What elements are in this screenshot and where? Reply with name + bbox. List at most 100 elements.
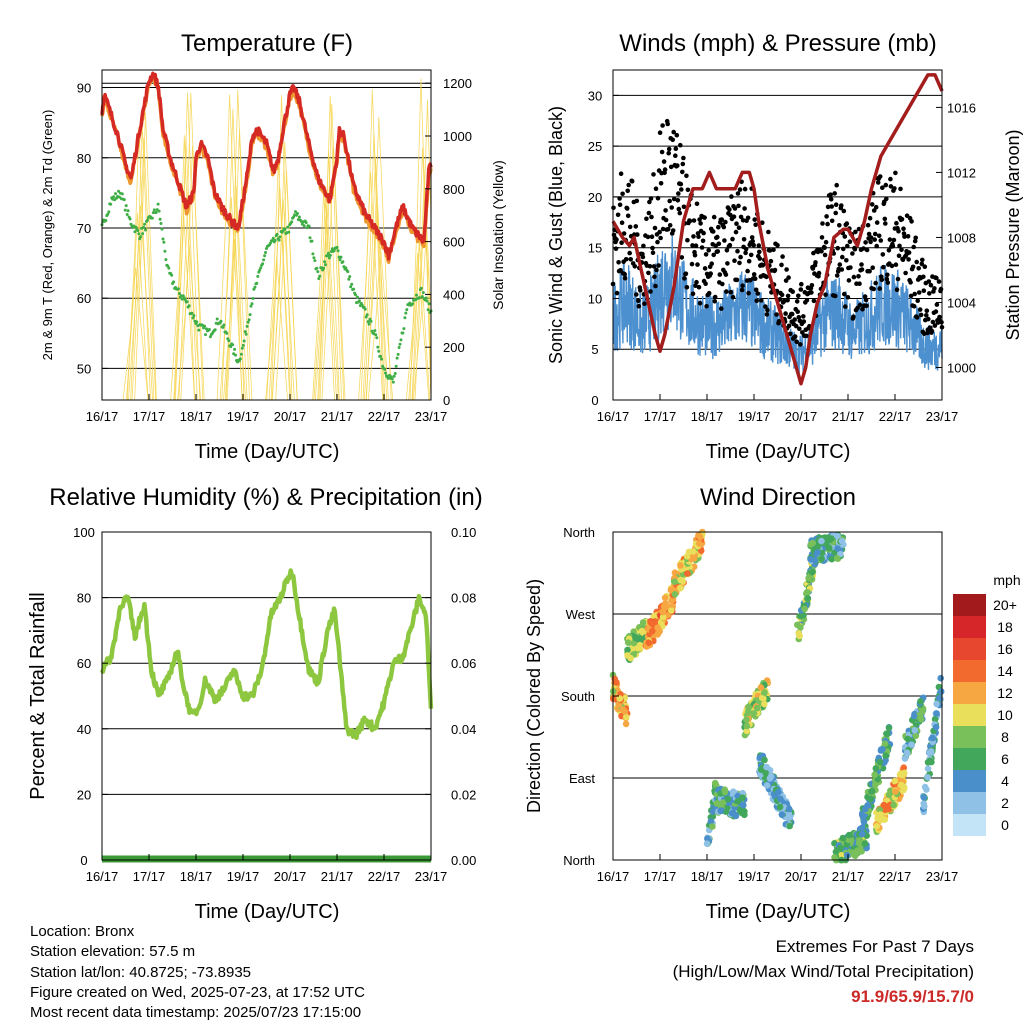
gust-point xyxy=(624,206,630,211)
temperature-ytick-label: 50 xyxy=(77,361,91,376)
gust-point xyxy=(746,258,752,264)
gust-point xyxy=(731,214,737,219)
direction-point xyxy=(734,798,741,805)
solar-insolation-line xyxy=(225,89,250,401)
gust-point xyxy=(896,228,901,234)
solar-insolation-line xyxy=(366,116,392,401)
gust-point xyxy=(919,261,925,267)
dewpoint-point xyxy=(264,251,267,254)
dewpoint-point xyxy=(335,245,339,249)
gust-point xyxy=(633,224,639,229)
gust-point xyxy=(710,229,716,234)
winds-title: Winds (mph) & Pressure (mb) xyxy=(619,30,936,57)
direction-point xyxy=(707,818,715,825)
dewpoint-point xyxy=(366,320,370,324)
dewpoint-point xyxy=(244,332,248,336)
humidity-ytick-label: 20 xyxy=(77,787,91,802)
dewpoint-point xyxy=(426,308,430,312)
dewpoint-point xyxy=(157,209,161,213)
dewpoint-point xyxy=(213,328,217,332)
gust-point xyxy=(899,247,904,253)
gust-point xyxy=(756,243,762,248)
gust-point xyxy=(702,266,708,271)
dewpoint-point xyxy=(156,202,160,206)
dewpoint-point xyxy=(281,229,285,233)
direction-point xyxy=(696,540,703,547)
gust-point xyxy=(801,314,806,319)
colorbar-swatch xyxy=(953,792,986,814)
dewpoint-point xyxy=(107,210,111,214)
dewpoint-point xyxy=(170,273,174,277)
gust-point xyxy=(749,235,755,240)
dewpoint-point xyxy=(261,262,265,266)
humidity-ytick-label: 60 xyxy=(77,656,91,671)
direction-panel: Wind Direction 16/17 17/17 18/17 19/17 20/17… xyxy=(524,484,1021,923)
direction-point xyxy=(864,802,871,809)
dewpoint-point xyxy=(163,249,167,253)
dewpoint-point xyxy=(245,324,249,328)
gust-point xyxy=(622,275,628,281)
dewpoint-point xyxy=(374,333,378,337)
direction-ytick-label: West xyxy=(566,607,596,622)
solar-insolation-line xyxy=(131,137,157,401)
gust-point xyxy=(763,304,768,309)
dewpoint-point xyxy=(106,212,110,216)
direction-point xyxy=(867,795,874,803)
pressure-ytick-label: 1008 xyxy=(947,230,976,245)
dewpoint-point xyxy=(327,256,331,260)
gust-point xyxy=(924,313,929,318)
gust-point xyxy=(873,204,879,210)
direction-point xyxy=(721,786,728,793)
direction-point xyxy=(696,533,704,541)
direction-point xyxy=(777,795,784,803)
dewpoint-point xyxy=(364,315,368,319)
gust-point xyxy=(732,258,737,264)
gust-point xyxy=(702,215,707,220)
colorbar-label: 4 xyxy=(1001,773,1009,789)
dewpoint-point xyxy=(313,259,317,263)
gust-point xyxy=(640,254,646,260)
gust-point xyxy=(777,297,783,302)
gust-point xyxy=(696,234,701,239)
gust-point xyxy=(884,196,889,202)
direction-point xyxy=(728,810,736,817)
gust-point xyxy=(679,255,685,260)
gust-point xyxy=(703,252,709,257)
dewpoint-point xyxy=(262,258,266,262)
winds-xtick-label: 18/17 xyxy=(691,409,724,424)
gust-point xyxy=(872,231,878,237)
dewpoint-point xyxy=(152,208,156,212)
gust-point xyxy=(888,176,893,182)
gust-point xyxy=(891,237,897,243)
gust-point xyxy=(681,204,687,210)
gust-point xyxy=(693,283,698,289)
gust-point xyxy=(863,240,868,245)
gust-point xyxy=(715,234,720,240)
gust-point xyxy=(824,214,829,219)
gust-point xyxy=(655,239,660,245)
dewpoint-point xyxy=(219,319,223,323)
gust-point xyxy=(699,245,705,250)
direction-point xyxy=(624,646,631,654)
dewpoint-point xyxy=(404,311,408,315)
elevation-text: Station elevation: 57.5 m xyxy=(30,943,196,961)
gust-point xyxy=(927,291,932,296)
gust-point xyxy=(926,279,932,284)
gust-point xyxy=(695,262,700,267)
gust-point xyxy=(911,244,916,250)
dewpoint-point xyxy=(367,322,371,326)
dewpoint-point xyxy=(197,328,201,332)
gust-point xyxy=(905,234,911,239)
winds-xtick-label: 23/17 xyxy=(926,409,959,424)
solar-insolation-line xyxy=(405,253,430,401)
gust-point xyxy=(754,298,759,304)
direction-point xyxy=(785,810,793,818)
temperature-xtick-label: 21/17 xyxy=(321,409,354,424)
gust-point xyxy=(887,237,893,242)
speed-colorbar: mph 20+ 18 16 14 12 10 8 6 4 2 0 xyxy=(953,572,1021,836)
gust-point xyxy=(738,214,744,220)
dewpoint-point xyxy=(125,213,129,216)
gust-point xyxy=(619,220,625,225)
direction-point xyxy=(876,811,884,818)
dewpoint-point xyxy=(348,275,352,279)
